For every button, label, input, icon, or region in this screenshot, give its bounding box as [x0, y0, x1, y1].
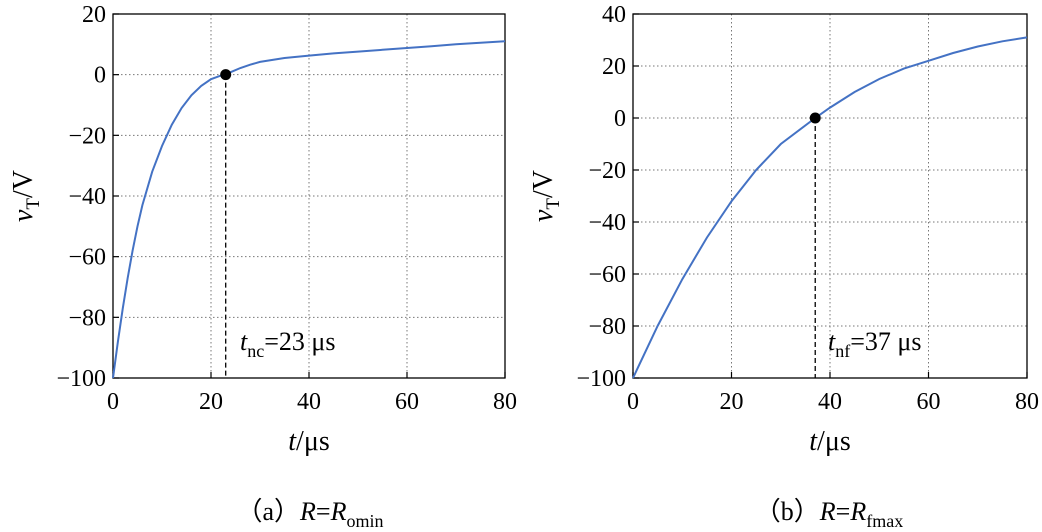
x-axis-label: t/μs	[288, 426, 329, 457]
x-tick-label: 40	[297, 389, 321, 415]
chart-panel-b: 0 20 40 60 80 −100 −80 −60 −40 −20 0 20 40 t/μs vT/V tn…	[528, 2, 1039, 531]
y-tick-label: −100	[576, 366, 626, 392]
y-tick-label: −20	[588, 158, 626, 184]
x-tick-label: 60	[395, 389, 419, 415]
x-tick-label: 60	[917, 389, 941, 415]
y-tick-label: −60	[588, 262, 626, 288]
x-tick-label: 80	[1015, 389, 1039, 415]
x-tick-label: 20	[199, 389, 223, 415]
y-tick-label: −40	[588, 210, 626, 236]
y-tick-label: −40	[68, 184, 106, 210]
y-tick-label: −20	[68, 123, 106, 149]
panel-caption: （b）R=Rfmax	[755, 497, 903, 531]
x-tick-label: 0	[627, 389, 639, 415]
y-tick-label: −80	[588, 314, 626, 340]
y-tick-label: 20	[82, 2, 106, 28]
x-tick-label: 80	[493, 389, 517, 415]
y-tick-label: 0	[94, 63, 106, 89]
y-tick-label: 40	[602, 2, 626, 28]
panel-caption: （a）R=Romin	[236, 497, 383, 531]
y-axis-label: vT/V	[8, 170, 44, 222]
y-tick-label: −60	[68, 245, 106, 271]
zero-crossing-marker	[220, 69, 232, 81]
x-tick-label: 0	[107, 389, 119, 415]
y-axis-label: vT/V	[528, 170, 564, 222]
y-tick-label: 20	[602, 54, 626, 80]
x-tick-label: 20	[720, 389, 744, 415]
series-line	[632, 36, 1028, 379]
y-tick-label: −100	[56, 366, 106, 392]
crossing-time-annotation: tnf=37 μs	[828, 327, 921, 361]
chart-panel-a: 0 20 40 60 80 −100 −80 −60 −40 −20 0 20 t/μs vT/V tnc=…	[8, 2, 517, 531]
y-tick-label: 0	[614, 106, 626, 132]
x-tick-label: 40	[818, 389, 842, 415]
zero-crossing-marker	[809, 112, 821, 124]
crossing-time-annotation: tnc=23 μs	[240, 327, 335, 361]
x-axis-label: t/μs	[809, 426, 850, 457]
y-tick-label: −80	[68, 305, 106, 331]
